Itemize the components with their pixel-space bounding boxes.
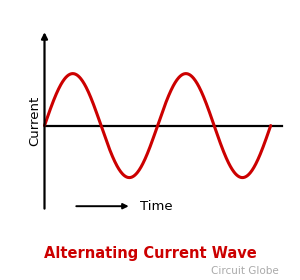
Text: Time: Time bbox=[140, 200, 173, 213]
Text: Current: Current bbox=[28, 95, 41, 146]
Text: Circuit Globe: Circuit Globe bbox=[211, 266, 279, 276]
Text: Alternating Current Wave: Alternating Current Wave bbox=[44, 246, 256, 261]
